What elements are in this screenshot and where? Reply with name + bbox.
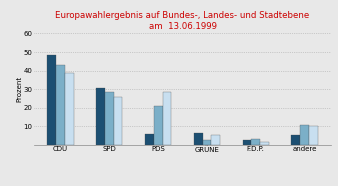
Bar	[194, 133, 202, 145]
Title: Europawahlergebnis auf Bundes-, Landes- und Stadtebene
am  13.06.1999: Europawahlergebnis auf Bundes-, Landes- …	[55, 11, 310, 31]
Bar	[114, 97, 122, 145]
Bar	[251, 139, 260, 145]
Bar	[243, 140, 251, 145]
Bar	[163, 92, 171, 145]
Bar	[211, 135, 220, 145]
Bar	[300, 125, 309, 145]
Bar	[47, 55, 56, 145]
Y-axis label: Prozent: Prozent	[16, 76, 22, 102]
Bar	[309, 126, 318, 145]
Bar	[154, 106, 163, 145]
Bar	[65, 73, 74, 145]
Bar	[56, 65, 65, 145]
Bar	[145, 134, 154, 145]
Bar	[260, 142, 269, 145]
Bar	[105, 92, 114, 145]
Bar	[202, 140, 211, 145]
Bar	[96, 88, 105, 145]
Bar	[291, 135, 300, 145]
